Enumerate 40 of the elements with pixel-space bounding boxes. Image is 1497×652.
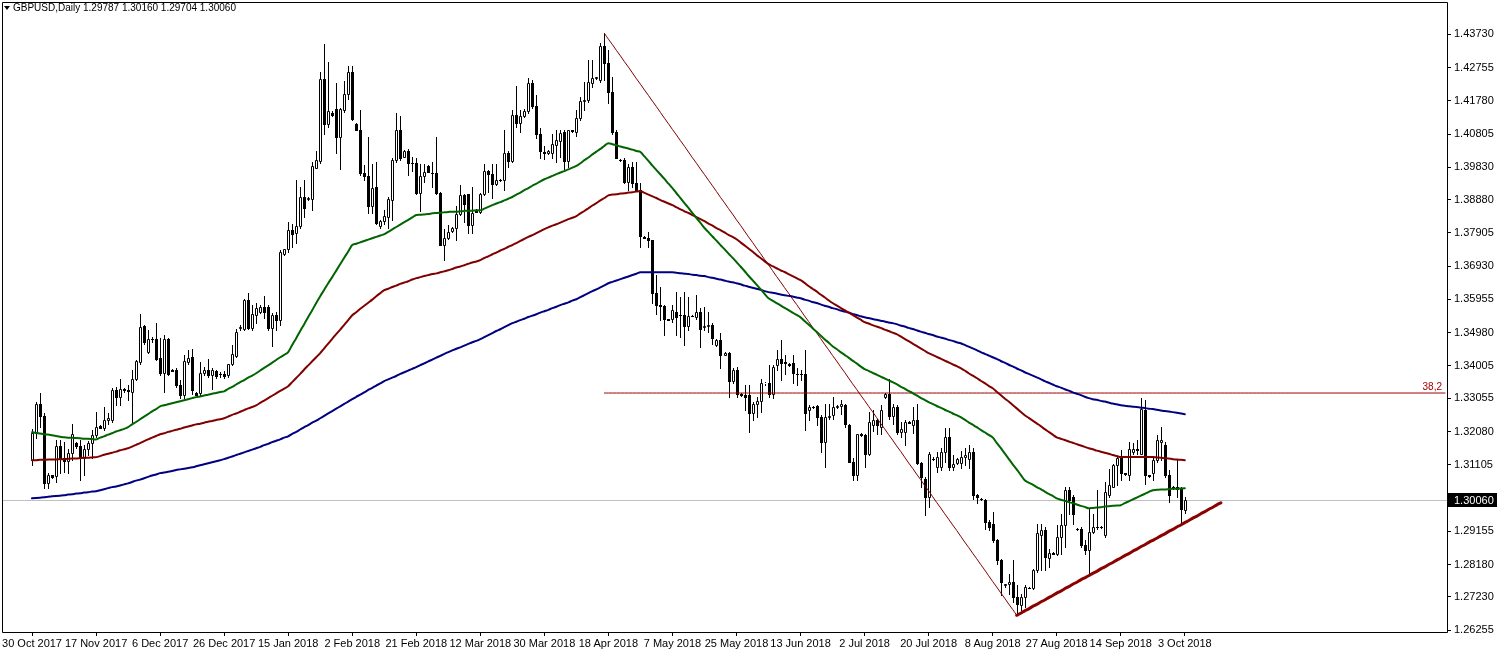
ref-line-label: 1.30060 [1454,493,1494,506]
y-tick-label: 1.29155 [1454,524,1494,537]
y-tick-label: 1.42755 [1454,60,1494,73]
x-tick-label: 12 Mar 2018 [449,636,512,649]
x-tick-label: 14 Sep 2018 [1089,636,1152,649]
x-tick-label: 20 Jul 2018 [900,636,958,649]
y-tick-label: 1.31105 [1454,457,1493,470]
y-tick-label: 1.34005 [1454,358,1494,371]
y-tick-label: 1.39830 [1454,160,1494,173]
x-tick-label: 2 Feb 2018 [324,636,381,649]
y-tick-label: 1.40805 [1454,127,1494,140]
y-tick-label: 1.33055 [1454,391,1494,404]
y-tick-label: 1.37905 [1454,226,1494,238]
x-tick-label: 30 Oct 2017 [2,636,62,649]
x-tick-label: 7 May 2018 [643,636,702,649]
x-tick-label: 15 Jan 2018 [257,636,319,649]
x-tick-label: 30 Mar 2018 [513,636,576,649]
x-tick-label: 13 Jun 2018 [770,636,831,649]
x-tick-label: 2 Jul 2018 [839,636,890,649]
y-tick-label: 1.28180 [1454,557,1494,570]
x-tick-label: 3 Oct 2018 [1157,636,1212,649]
x-tick-label: 8 Aug 2018 [964,636,1021,649]
x-tick-label: 6 Dec 2017 [131,636,189,649]
series-label: 38,2 [1422,381,1443,393]
x-tick-label: 17 Nov 2017 [64,636,128,649]
x-tick-label: 25 May 2018 [704,636,769,649]
y-tick-label: 1.32080 [1454,424,1494,437]
x-tick-label: 26 Dec 2017 [192,636,256,649]
x-tick-label: 27 Aug 2018 [1025,636,1088,649]
y-tick-label: 1.41780 [1454,93,1494,106]
chart-title: GBPUSD,Daily 1.29787 1.30160 1.29704 1.30060 [13,2,236,14]
y-tick-label: 1.26255 [1454,623,1494,636]
y-tick-label: 1.43730 [1454,27,1494,40]
y-tick-label: 1.35955 [1454,292,1494,305]
y-tick-label: 1.34980 [1454,325,1494,338]
y-tick-label: 1.38880 [1454,192,1494,205]
x-tick-label: 18 Apr 2018 [578,636,639,649]
y-tick-label: 1.27230 [1454,589,1494,602]
x-tick-label: 21 Feb 2018 [385,636,448,649]
y-tick-label: 1.36930 [1454,259,1494,272]
